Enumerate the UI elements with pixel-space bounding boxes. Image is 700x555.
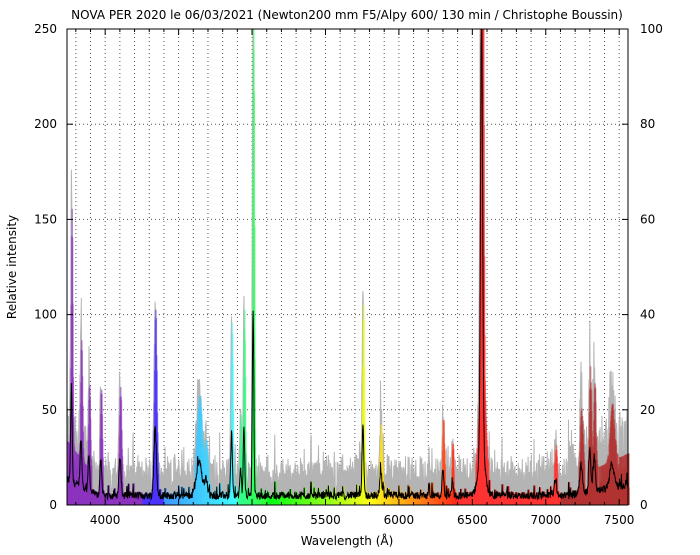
light-color-fill-bin <box>233 449 235 505</box>
light-color-fill-bin <box>444 464 446 505</box>
plot-frame <box>66 28 629 506</box>
x-tick-label: 4500 <box>163 513 194 527</box>
amplified-spectrum-area <box>66 28 629 506</box>
x-axis-label: Wavelength (Å) <box>301 533 394 548</box>
light-color-fill-bin <box>245 466 247 505</box>
x-tick-label: 7000 <box>530 513 561 527</box>
light-color-fill-bin <box>364 470 367 505</box>
y2-tick-label: 80 <box>640 117 655 131</box>
x-tick-label: 7500 <box>604 513 635 527</box>
color-fill-bin <box>628 487 630 505</box>
light-color-fill-bin <box>583 464 586 505</box>
y2-tick-label: 100 <box>640 22 663 36</box>
y-tick-label: 50 <box>42 403 57 417</box>
x-tick-label: 5500 <box>310 513 341 527</box>
light-color-fill-bin <box>121 456 124 505</box>
y-tick-label: 250 <box>34 22 57 36</box>
y-tick-label: 100 <box>34 308 57 322</box>
light-color-fill-bin <box>628 453 630 505</box>
y2-tick-label: 20 <box>640 403 655 417</box>
x-tick-label: 5000 <box>237 513 268 527</box>
light-color-fill-bin <box>102 457 104 505</box>
light-color-fill-bin <box>90 465 93 505</box>
color-fill-bin <box>274 481 277 505</box>
x-tick-label: 6500 <box>457 513 488 527</box>
y-tick-label: 0 <box>49 498 57 512</box>
light-color-fill-bin <box>255 465 257 505</box>
x-tick-label: 4000 <box>90 513 121 527</box>
light-color-fill-bin <box>597 466 599 505</box>
y-axis-label: Relative intensity <box>5 215 19 319</box>
x-tick-label: 6000 <box>384 513 415 527</box>
spectrum-line <box>66 28 629 502</box>
y-tick-label: 200 <box>34 117 57 131</box>
light-color-fill-bin <box>453 458 455 505</box>
y2-tick-label: 0 <box>640 498 648 512</box>
light-color-fill-bin <box>157 473 160 505</box>
chart-title: NOVA PER 2020 le 06/03/2021 (Newton200 m… <box>71 8 623 22</box>
y-tick-label: 150 <box>34 212 57 226</box>
light-color-fill-bin <box>556 463 559 505</box>
y2-tick-label: 40 <box>640 308 655 322</box>
y2-tick-label: 60 <box>640 212 655 226</box>
